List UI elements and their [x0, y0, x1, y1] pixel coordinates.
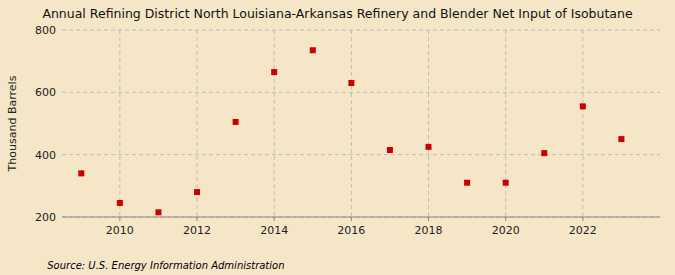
y-tick-label: 800 — [35, 24, 56, 37]
y-tick-label: 600 — [35, 86, 56, 99]
y-grid-line — [62, 154, 660, 155]
x-tick-label: 2012 — [183, 224, 211, 237]
point — [271, 69, 277, 75]
x-tick-label: 2010 — [106, 224, 134, 237]
background — [0, 0, 675, 275]
x-tick — [505, 217, 506, 221]
x-tick — [351, 217, 352, 221]
point — [541, 150, 547, 156]
y-grid-line — [62, 217, 660, 218]
point — [310, 47, 316, 53]
x-tick-label: 2022 — [569, 224, 597, 237]
x-tick — [582, 217, 583, 221]
point — [426, 144, 432, 150]
y-grid-line — [62, 30, 660, 31]
x-tick-label: 2016 — [337, 224, 365, 237]
x-tick-label: 2014 — [260, 224, 288, 237]
chart-svg: 2010 2012 2014 2016 2018 2020 2022 200 400 600 800… — [0, 0, 675, 275]
x-grid-line — [351, 30, 352, 217]
x-tick-label: 2020 — [492, 224, 520, 237]
x-tick — [428, 217, 429, 221]
y-axis-label: Thousand Barrels — [6, 75, 19, 172]
chart-container: 2010 2012 2014 2016 2018 2020 2022 200 400 600 800… — [0, 0, 675, 275]
x-tick-label: 2018 — [415, 224, 443, 237]
annotation: Source: U.S. Energy Information Administ… — [47, 260, 284, 271]
point — [233, 119, 239, 125]
y-tick-label: 400 — [35, 149, 56, 162]
x-grid-line — [428, 30, 429, 217]
x-grid-line — [197, 30, 198, 217]
y-grid-line — [62, 92, 660, 93]
point — [387, 147, 393, 153]
point — [348, 80, 354, 86]
points — [78, 47, 624, 215]
point — [618, 136, 624, 142]
point — [464, 180, 470, 186]
x-grid-line — [505, 30, 506, 217]
x-grid-line — [274, 30, 275, 217]
x-grid-line — [582, 30, 583, 217]
x-grid-line — [119, 30, 120, 217]
x-tick — [197, 217, 198, 221]
x-tick — [274, 217, 275, 221]
point — [117, 200, 123, 206]
point — [155, 209, 161, 215]
point — [580, 103, 586, 109]
point — [78, 170, 84, 176]
x-axis-line — [62, 217, 660, 218]
grid — [62, 30, 660, 217]
y-tick-label: 200 — [35, 211, 56, 224]
point — [503, 180, 509, 186]
title: Annual Refining District North Louisiana… — [42, 6, 633, 21]
point — [194, 189, 200, 195]
x-tick — [119, 217, 120, 221]
